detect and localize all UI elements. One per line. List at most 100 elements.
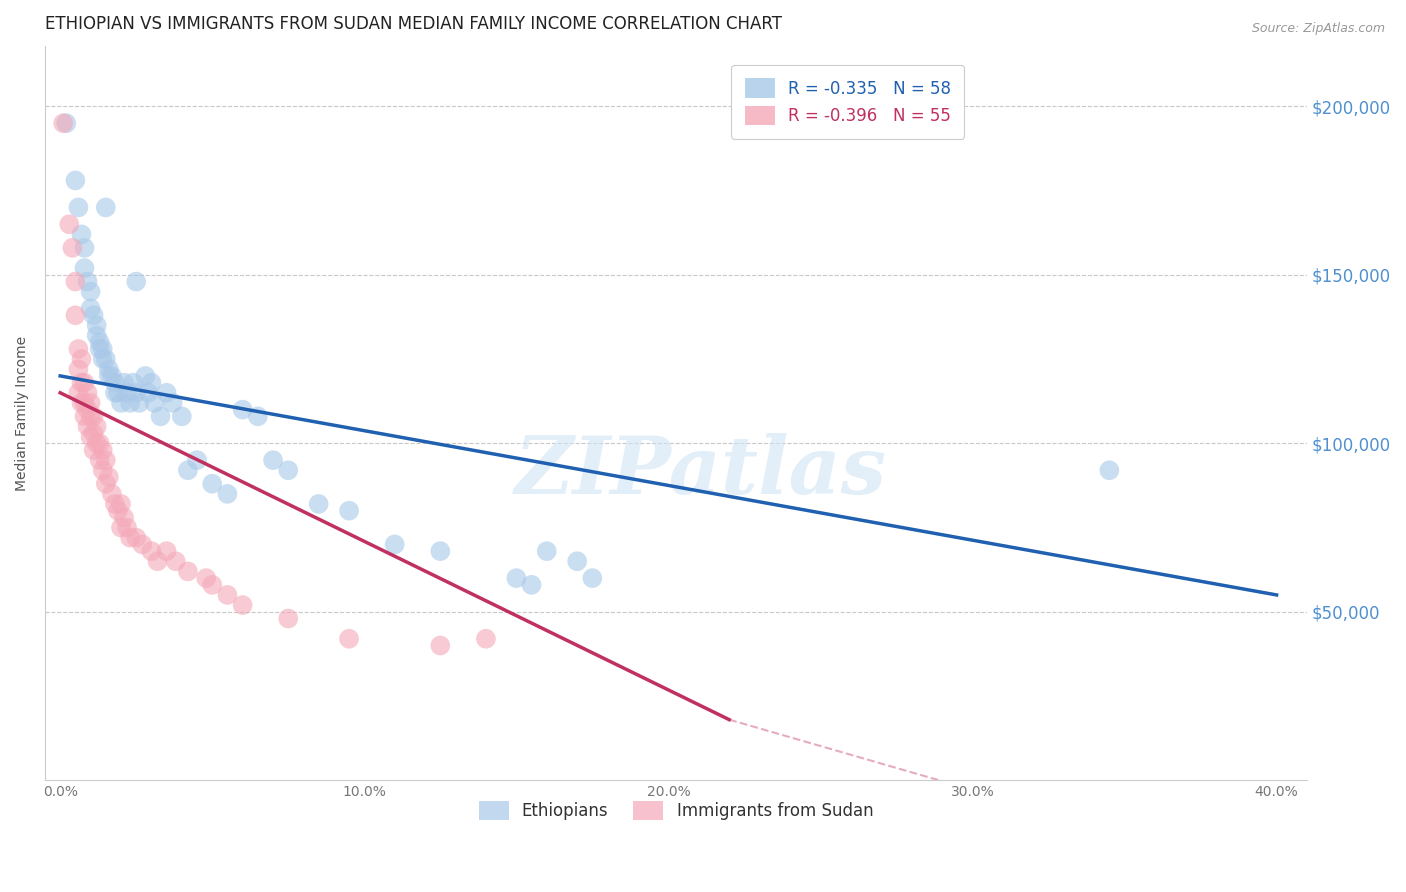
Point bbox=[91, 443, 114, 458]
Point bbox=[94, 201, 117, 215]
Point bbox=[79, 396, 101, 410]
Point bbox=[536, 544, 558, 558]
Point bbox=[217, 487, 239, 501]
Point bbox=[308, 497, 330, 511]
Point bbox=[110, 520, 132, 534]
Point bbox=[217, 588, 239, 602]
Point bbox=[94, 352, 117, 367]
Point bbox=[141, 544, 163, 558]
Point bbox=[76, 419, 98, 434]
Point bbox=[89, 453, 111, 467]
Point bbox=[131, 537, 153, 551]
Legend: Ethiopians, Immigrants from Sudan: Ethiopians, Immigrants from Sudan bbox=[472, 795, 880, 827]
Point bbox=[262, 453, 284, 467]
Point bbox=[89, 335, 111, 350]
Point bbox=[76, 275, 98, 289]
Point bbox=[156, 385, 179, 400]
Point bbox=[67, 385, 90, 400]
Point bbox=[73, 409, 96, 424]
Point bbox=[73, 241, 96, 255]
Point bbox=[337, 504, 360, 518]
Point bbox=[52, 116, 75, 130]
Point bbox=[101, 368, 124, 383]
Point bbox=[232, 402, 254, 417]
Point bbox=[65, 173, 87, 187]
Point bbox=[65, 308, 87, 322]
Point bbox=[115, 385, 138, 400]
Point bbox=[277, 611, 299, 625]
Point bbox=[107, 385, 129, 400]
Point bbox=[201, 578, 224, 592]
Point bbox=[89, 342, 111, 356]
Point bbox=[86, 419, 108, 434]
Point bbox=[232, 598, 254, 612]
Text: ETHIOPIAN VS IMMIGRANTS FROM SUDAN MEDIAN FAMILY INCOME CORRELATION CHART: ETHIOPIAN VS IMMIGRANTS FROM SUDAN MEDIA… bbox=[45, 15, 782, 33]
Point bbox=[91, 342, 114, 356]
Point bbox=[94, 453, 117, 467]
Point bbox=[67, 342, 90, 356]
Point bbox=[86, 318, 108, 333]
Point bbox=[101, 487, 124, 501]
Point bbox=[104, 385, 127, 400]
Point bbox=[177, 463, 200, 477]
Point bbox=[70, 227, 93, 242]
Point bbox=[67, 201, 90, 215]
Point bbox=[125, 275, 148, 289]
Point bbox=[125, 531, 148, 545]
Point bbox=[79, 301, 101, 316]
Point bbox=[70, 352, 93, 367]
Point bbox=[112, 376, 135, 390]
Point bbox=[65, 275, 87, 289]
Point bbox=[177, 565, 200, 579]
Point bbox=[55, 116, 77, 130]
Point bbox=[86, 328, 108, 343]
Point bbox=[104, 376, 127, 390]
Point bbox=[186, 453, 208, 467]
Point bbox=[125, 385, 148, 400]
Point bbox=[1098, 463, 1121, 477]
Y-axis label: Median Family Income: Median Family Income bbox=[15, 335, 30, 491]
Point bbox=[429, 639, 451, 653]
Point bbox=[76, 402, 98, 417]
Point bbox=[91, 463, 114, 477]
Point bbox=[122, 376, 145, 390]
Point bbox=[149, 409, 172, 424]
Point bbox=[89, 436, 111, 450]
Point bbox=[83, 426, 105, 441]
Point bbox=[110, 497, 132, 511]
Point bbox=[475, 632, 498, 646]
Point bbox=[505, 571, 527, 585]
Point bbox=[143, 396, 166, 410]
Point bbox=[79, 285, 101, 299]
Point bbox=[97, 362, 120, 376]
Point bbox=[79, 429, 101, 443]
Point bbox=[107, 504, 129, 518]
Point bbox=[73, 261, 96, 276]
Point bbox=[156, 544, 179, 558]
Point bbox=[201, 476, 224, 491]
Point bbox=[94, 476, 117, 491]
Point bbox=[162, 396, 184, 410]
Point bbox=[58, 217, 80, 231]
Point bbox=[79, 409, 101, 424]
Point bbox=[165, 554, 187, 568]
Point bbox=[520, 578, 543, 592]
Point bbox=[138, 385, 160, 400]
Point bbox=[73, 376, 96, 390]
Point bbox=[384, 537, 406, 551]
Point bbox=[337, 632, 360, 646]
Point bbox=[67, 362, 90, 376]
Point bbox=[120, 396, 142, 410]
Text: ZIPatlas: ZIPatlas bbox=[515, 433, 887, 510]
Point bbox=[97, 368, 120, 383]
Point bbox=[60, 241, 83, 255]
Point bbox=[128, 396, 150, 410]
Point bbox=[70, 396, 93, 410]
Point bbox=[277, 463, 299, 477]
Point bbox=[86, 436, 108, 450]
Point bbox=[246, 409, 269, 424]
Point bbox=[91, 352, 114, 367]
Point bbox=[73, 396, 96, 410]
Point bbox=[104, 497, 127, 511]
Point bbox=[70, 376, 93, 390]
